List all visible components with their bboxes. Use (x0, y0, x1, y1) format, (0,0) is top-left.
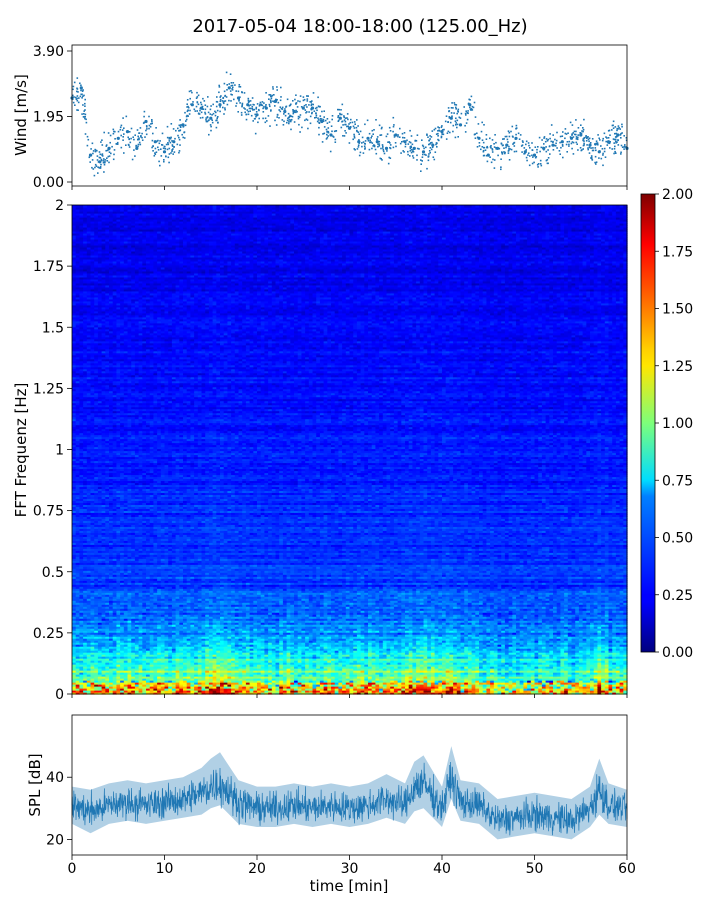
wind-point (144, 119, 148, 124)
wind-y-tick-label: 3.90 (33, 44, 64, 60)
wind-points (70, 71, 629, 177)
spl-line (71, 761, 628, 836)
spectrogram-y-tick-label: 0.25 (33, 626, 64, 642)
colorbar: 0.00 0.25 0.50 0.75 1.00 1.25 1.50 1.75 2.00 (640, 187, 693, 661)
colorbar-tick-label: 1.50 (662, 302, 693, 318)
wind-point (329, 133, 333, 137)
spl-y-label: SPL [dB] (26, 753, 44, 816)
wind-point (172, 140, 176, 144)
wind-y-tick-label: 0.00 (33, 175, 64, 191)
colorbar-tick-label: 1.25 (662, 359, 693, 375)
colorbar-tick-label: 0.50 (662, 531, 693, 547)
spectrogram-axes-frame (71, 204, 628, 695)
wind-point (532, 153, 537, 157)
spectrogram-y-tick-label: 0 (55, 687, 64, 703)
wind-x-ticks (71, 186, 628, 190)
wind-point (384, 146, 389, 150)
spl-x-tick-label: 20 (248, 861, 266, 877)
wind-point (440, 130, 444, 134)
spectrogram-y-tick-label: 2 (55, 198, 64, 214)
spl-x-tick-label: 40 (433, 861, 451, 877)
wind-point (125, 130, 130, 134)
wind-point (264, 106, 268, 110)
colorbar-ticks: 0.00 0.25 0.50 0.75 1.00 1.25 1.50 1.75 2.00 (655, 187, 693, 661)
spectrogram-x-ticks (71, 694, 628, 698)
wind-panel: 0.00 1.95 3.90 Wind [m/s] (12, 44, 629, 191)
colorbar-tick-label: 0.00 (662, 645, 693, 661)
spl-trace (71, 746, 628, 840)
wind-y-label: Wind [m/s] (12, 74, 30, 156)
wind-point (366, 136, 370, 140)
colorbar-gradient (640, 193, 656, 653)
wind-point (505, 143, 509, 147)
spl-x-tick-label: 50 (526, 861, 544, 877)
wind-point (579, 133, 583, 137)
spl-x-ticks: 0 10 20 30 40 50 60 (68, 855, 636, 877)
spl-y-tick-label: 40 (46, 770, 64, 786)
wind-point (523, 150, 527, 154)
spl-x-tick-label: 60 (618, 861, 636, 877)
wind-point (227, 86, 231, 90)
spl-y-tick-label: 20 (46, 832, 64, 848)
wind-point (449, 116, 453, 120)
wind-point (421, 150, 426, 154)
colorbar-tick-label: 0.75 (662, 473, 693, 489)
wind-point (458, 123, 463, 127)
spectrogram-y-tick-label: 1 (55, 443, 64, 459)
spl-x-tick-label: 0 (68, 861, 77, 877)
wind-point (431, 143, 435, 147)
wind-point (551, 143, 555, 147)
wind-point (79, 86, 83, 90)
wind-axes-frame (71, 44, 628, 187)
spectrogram-y-tick-label: 1.25 (33, 381, 64, 397)
wind-point (560, 140, 564, 144)
spectrogram-y-tick-label: 1.75 (33, 259, 64, 275)
spectrogram-heatmap (72, 205, 628, 695)
wind-point (375, 140, 379, 144)
spectrogram-y-tick-label: 0.5 (42, 565, 64, 581)
wind-point (338, 116, 342, 120)
spectrogram-y-tick-label: 1.5 (42, 320, 64, 336)
spectrogram-y-tick-label: 0.75 (33, 504, 64, 520)
spl-x-label: time [min] (310, 877, 389, 895)
colorbar-tick-label: 1.00 (662, 416, 693, 432)
wind-point (588, 143, 592, 147)
spectrogram-y-label: FFT Frequenz [Hz] (12, 383, 30, 518)
wind-point (209, 116, 213, 120)
wind-point (292, 109, 296, 114)
wind-point (218, 103, 222, 107)
wind-point (153, 140, 157, 144)
wind-point (486, 153, 490, 157)
spectrogram-panel: 0 0.25 0.5 0.75 1 1.25 1.5 1.75 2 FFT Frequenz [… (12, 198, 628, 703)
wind-y-ticks: 0.00 1.95 3.90 (33, 44, 72, 191)
spl-x-tick-label: 30 (341, 861, 359, 877)
spl-axes-frame (71, 714, 628, 856)
colorbar-tick-label: 2.00 (662, 187, 693, 203)
spl-x-tick-label: 10 (156, 861, 174, 877)
wind-y-tick-label: 1.95 (33, 110, 64, 126)
wind-point (255, 113, 259, 117)
colorbar-tick-label: 0.25 (662, 588, 693, 604)
figure-title: 2017-05-04 18:00-18:00 (125.00_Hz) (192, 16, 527, 37)
wind-point (283, 109, 287, 114)
colorbar-tick-label: 1.75 (662, 244, 693, 260)
spectrogram-y-ticks: 0 0.25 0.5 0.75 1 1.25 1.5 1.75 2 (33, 198, 72, 703)
